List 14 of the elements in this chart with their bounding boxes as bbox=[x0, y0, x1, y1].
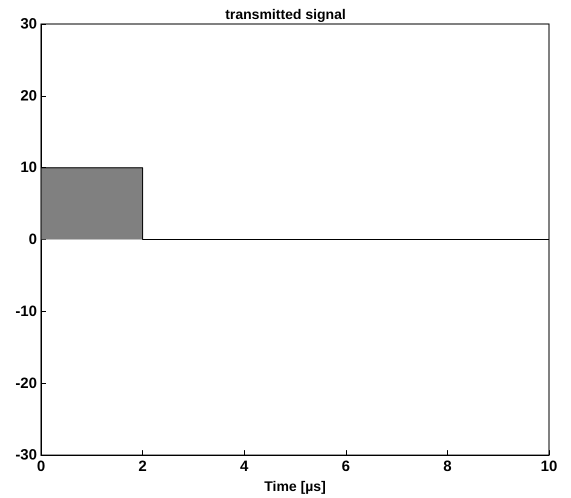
x-axis-title: Time [µs] bbox=[264, 478, 326, 494]
y-tick-label: -10 bbox=[15, 302, 37, 320]
x-tick-label: 2 bbox=[138, 458, 147, 476]
y-tick-label: -30 bbox=[15, 446, 37, 464]
x-tick-label: 8 bbox=[443, 458, 452, 476]
chart-title: transmitted signal bbox=[225, 6, 346, 22]
x-tick-label: 4 bbox=[240, 458, 250, 476]
x-tick-label: 6 bbox=[342, 458, 350, 476]
y-tick-label: 20 bbox=[20, 87, 37, 104]
y-tick-label: -20 bbox=[15, 374, 37, 392]
x-tick-label: 10 bbox=[540, 458, 558, 476]
y-tick-label: 30 bbox=[20, 16, 37, 32]
y-tick-label: 0 bbox=[28, 231, 37, 248]
y-tick-label: 10 bbox=[20, 159, 37, 176]
